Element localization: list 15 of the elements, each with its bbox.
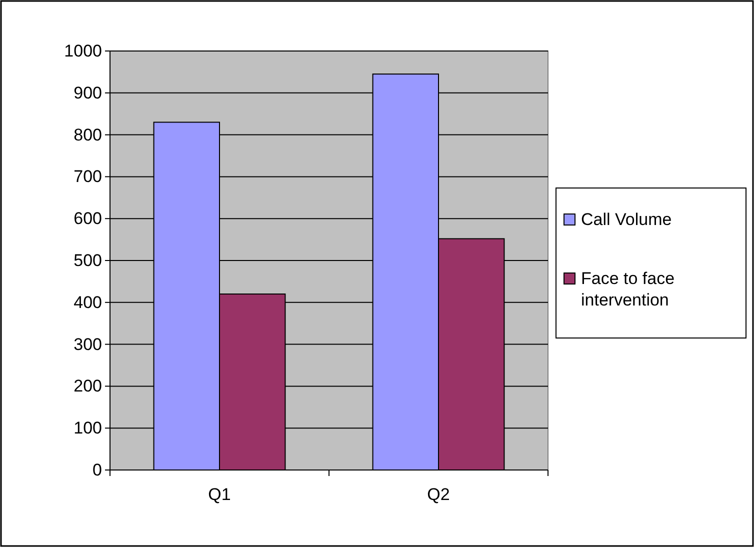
legend-label: Call Volume bbox=[581, 210, 672, 229]
y-tick-label: 0 bbox=[92, 460, 102, 480]
y-tick-label: 300 bbox=[74, 334, 102, 354]
y-tick-label: 800 bbox=[74, 125, 102, 144]
x-tick-label: Q2 bbox=[427, 485, 450, 504]
legend-label: Face to face intervention bbox=[581, 269, 675, 310]
y-tick-label: 700 bbox=[74, 167, 102, 186]
y-tick-label: 900 bbox=[74, 83, 102, 102]
y-tick-label: 400 bbox=[74, 292, 102, 312]
x-tick-label: Q1 bbox=[208, 485, 231, 504]
y-tick-label: 500 bbox=[74, 250, 102, 270]
y-tick-label: 200 bbox=[74, 376, 102, 396]
y-tick-label: 600 bbox=[74, 209, 102, 228]
y-tick-label: 1000 bbox=[64, 41, 102, 60]
y-tick-label: 100 bbox=[74, 418, 102, 438]
